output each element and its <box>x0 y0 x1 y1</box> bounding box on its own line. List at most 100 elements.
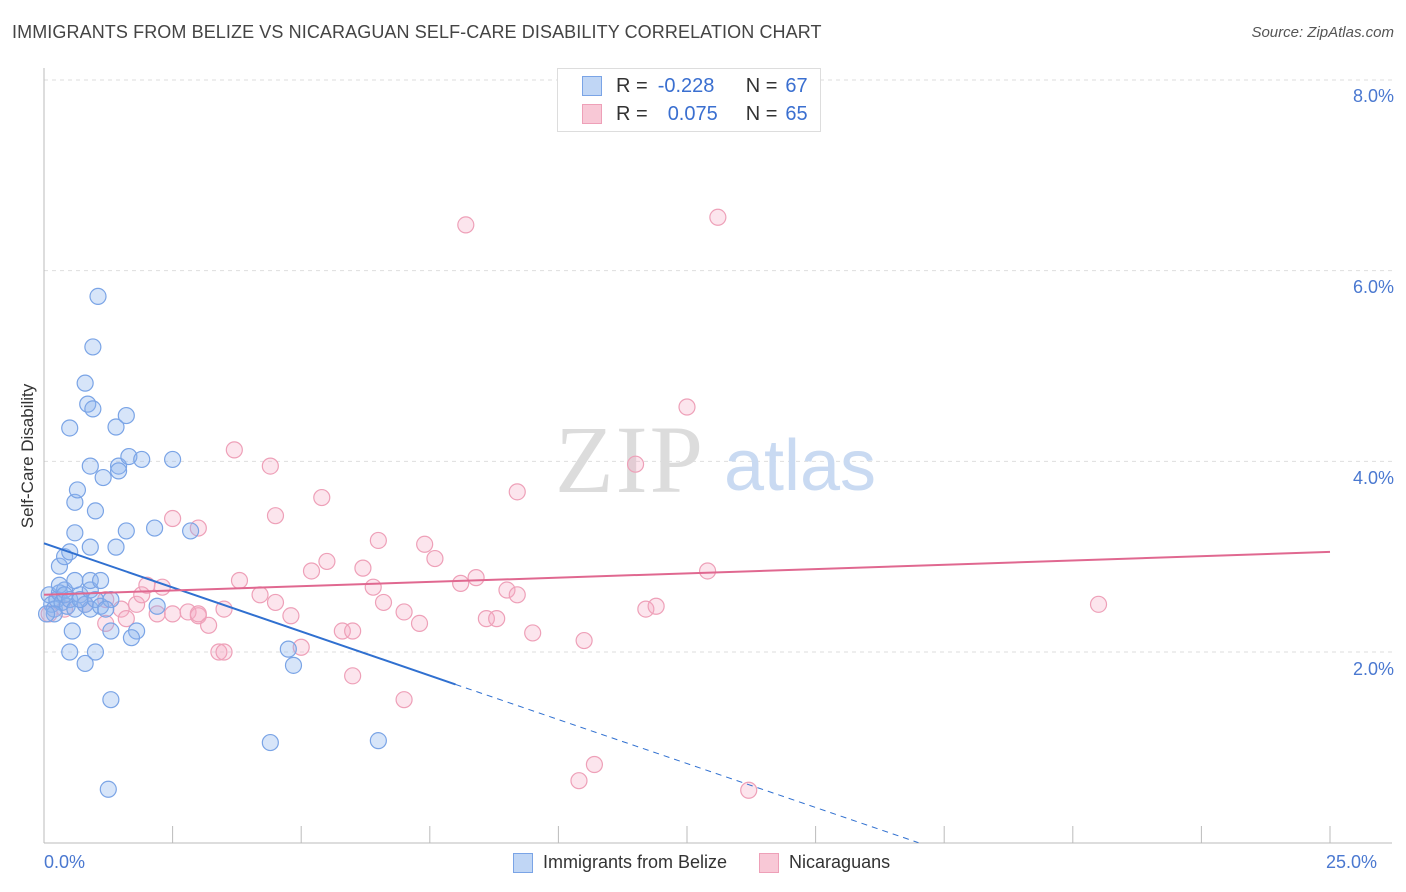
belize-point <box>182 522 200 540</box>
nicaraguans-point <box>344 622 362 640</box>
belize-point <box>91 571 110 590</box>
nicaraguans-point <box>416 535 434 553</box>
nicaraguans-point <box>261 457 279 475</box>
y-tick-label: 6.0% <box>1352 277 1394 297</box>
legend-item-nicaraguans[interactable]: Nicaraguans <box>759 852 890 873</box>
nicaraguans-point <box>292 638 310 656</box>
belize-point <box>133 450 151 469</box>
belize-trend-extension <box>455 683 919 844</box>
y-tick-label: 8.0% <box>1352 86 1394 106</box>
r-label: R = <box>616 74 648 97</box>
nicaraguans-point <box>302 562 321 580</box>
belize-point <box>109 462 128 480</box>
y-axis-title: Self-Care Disability <box>18 383 37 529</box>
belize-point <box>369 732 387 750</box>
belize-point <box>117 406 135 425</box>
nicaraguans-point <box>127 595 146 613</box>
belize-point <box>284 656 303 674</box>
nicaraguans-point <box>344 667 362 685</box>
belize-point <box>50 557 69 575</box>
nicaraguans-point <box>467 569 485 587</box>
legend-item-belize[interactable]: Immigrants from Belize <box>513 852 727 873</box>
nicaraguans-point <box>313 488 331 507</box>
nicaraguans-point <box>266 593 285 612</box>
nicaraguans-point <box>225 441 243 459</box>
nicaraguans-point <box>369 531 387 550</box>
nicaraguans-trend-line <box>43 550 1331 596</box>
nicaraguans-point <box>508 483 526 501</box>
belize-point <box>97 600 115 618</box>
chart-title: IMMIGRANTS FROM BELIZE VS NICARAGUAN SEL… <box>12 22 822 42</box>
nicaraguans-point <box>426 549 444 568</box>
belize-point <box>145 519 164 537</box>
legend-label: Immigrants from Belize <box>543 852 728 872</box>
belize-point <box>279 640 297 658</box>
nicaraguans-point <box>457 216 475 234</box>
n-label: N = <box>745 74 778 97</box>
y-tick-label: 2.0% <box>1352 659 1394 679</box>
nicaraguans-point <box>498 581 516 599</box>
n-label: N = <box>745 102 778 125</box>
nicaraguans-point <box>637 600 655 618</box>
belize-point <box>61 643 79 661</box>
belize-point <box>86 643 105 661</box>
nicaraguans-point <box>364 578 382 596</box>
source-label: Source: ZipAtlas.com <box>1251 24 1394 41</box>
nicaraguans-point <box>251 586 269 604</box>
belize-point <box>63 622 81 640</box>
belize-point <box>102 622 120 640</box>
nicaraguans-point <box>215 643 233 661</box>
nicaraguans-point <box>395 691 413 709</box>
belize-point <box>50 576 69 594</box>
nicaraguans-point <box>189 605 207 623</box>
nicaraguans-point <box>740 781 758 799</box>
nicaraguans-point <box>395 603 413 621</box>
belize-point <box>148 597 166 615</box>
belize-point <box>261 733 279 752</box>
belize-point <box>164 450 182 469</box>
belize-point <box>120 447 138 466</box>
stats-legend: R = -0.228 N = 67 R = 0.075 N = 65 <box>557 68 821 132</box>
nicaraguans-point <box>215 600 233 618</box>
belize-point <box>66 524 84 542</box>
belize-point <box>102 691 120 709</box>
belize-point <box>122 629 141 647</box>
nicaraguans-point <box>164 509 182 528</box>
nicaraguans-point <box>508 586 526 604</box>
n-value: 67 <box>785 74 808 97</box>
nicaraguans-point <box>410 614 429 633</box>
belize-point <box>117 522 135 540</box>
nicaraguans-point <box>626 455 645 473</box>
nicaraguans-point <box>678 398 696 416</box>
nicaraguans-swatch <box>759 852 780 873</box>
nicaraguans-point <box>698 562 717 580</box>
nicaraguans-point <box>164 605 182 623</box>
stats-row-belize: R = -0.228 N = 67 <box>582 74 808 98</box>
x-tick-label: 0.0% <box>44 852 86 872</box>
nicaraguans-swatch <box>582 104 602 124</box>
belize-point <box>68 481 87 499</box>
belize-trend-line <box>43 542 456 686</box>
x-tick-label: 25.0% <box>1326 852 1378 872</box>
nicaraguans-point <box>210 643 228 661</box>
nicaraguans-point <box>117 610 135 628</box>
nicaraguans-point <box>452 574 470 592</box>
belize-point <box>107 418 125 436</box>
nicaraguans-point <box>524 624 542 642</box>
belize-point <box>99 780 117 798</box>
belize-point <box>66 571 84 590</box>
nicaraguans-point <box>230 571 249 590</box>
belize-point <box>102 590 120 609</box>
nicaraguans-point <box>133 586 151 604</box>
nicaraguans-point <box>585 755 604 774</box>
belize-point <box>79 395 97 413</box>
belize-point <box>76 374 94 392</box>
n-value: 65 <box>785 102 808 125</box>
stats-row-nicaraguans: R = 0.075 N = 65 <box>582 102 808 126</box>
nicaraguans-point <box>575 631 593 650</box>
belize-point <box>84 400 102 418</box>
belize-point <box>81 538 99 556</box>
belize-point <box>84 338 102 356</box>
nicaraguans-point <box>709 208 727 226</box>
